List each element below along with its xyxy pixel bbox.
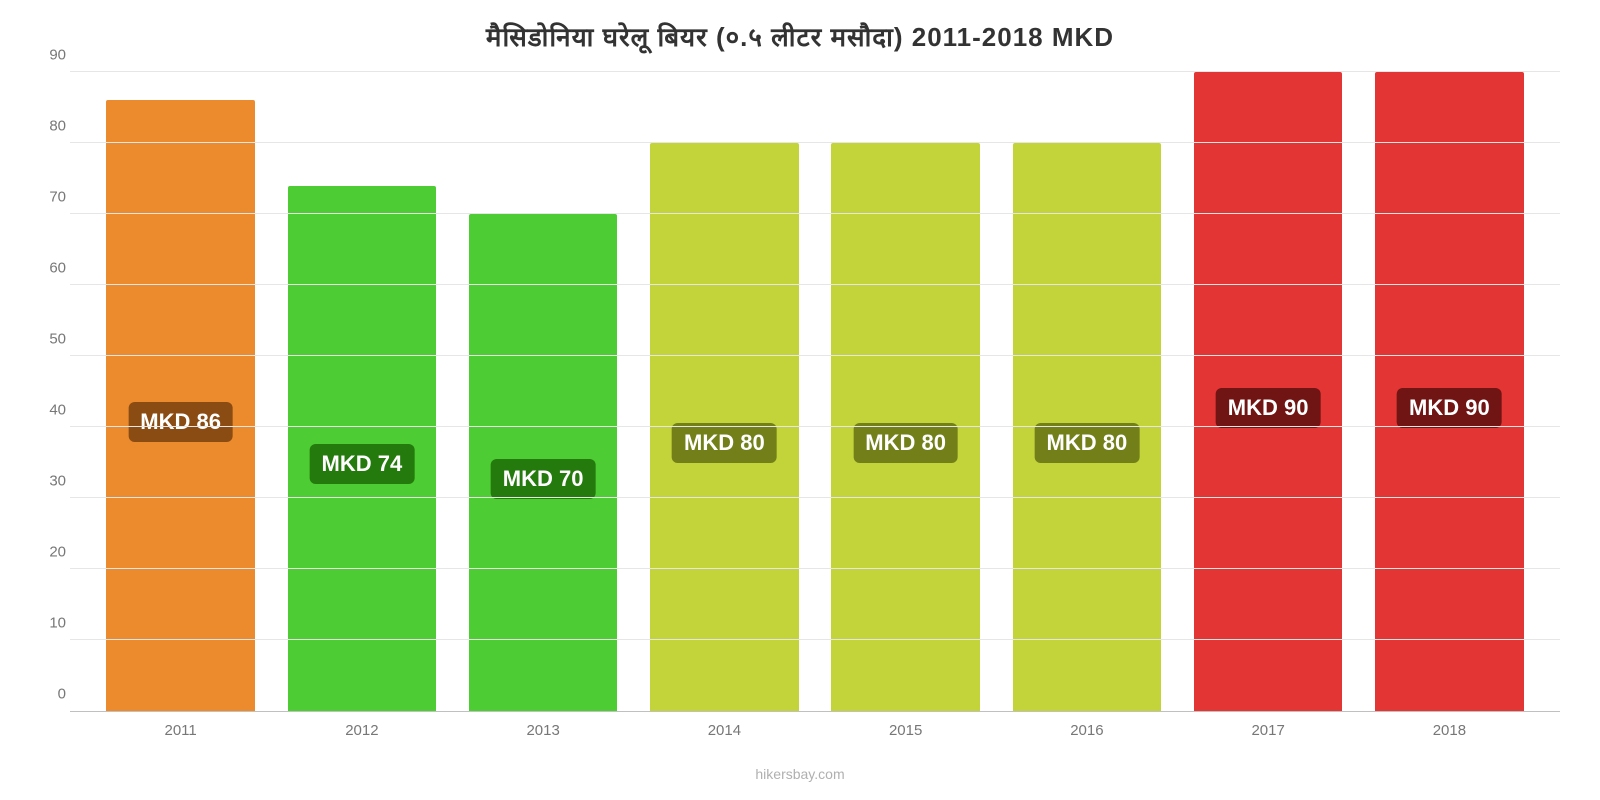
footer-attribution: hikersbay.com (755, 766, 844, 782)
x-tick-label: 2016 (996, 712, 1177, 762)
y-tick-label: 50 (32, 331, 66, 348)
gridline (70, 213, 1560, 214)
x-tick-label: 2013 (453, 712, 634, 762)
bars-group: MKD 86 MKD 74 MKD 70 MKD 80 MKD 80 MKD 80 MKD … (70, 72, 1560, 711)
value-badge: MKD 74 (310, 444, 415, 484)
x-tick-label: 2015 (815, 712, 996, 762)
bar: MKD 90 (1194, 72, 1343, 711)
gridline (70, 142, 1560, 143)
y-tick-label: 80 (32, 118, 66, 135)
gridline (70, 639, 1560, 640)
y-tick-label: 30 (32, 473, 66, 490)
bar-slot: MKD 74 (271, 72, 452, 711)
y-tick-label: 0 (32, 686, 66, 703)
gridline (70, 426, 1560, 427)
gridline (70, 497, 1560, 498)
bar-slot: MKD 90 (1359, 72, 1540, 711)
x-tick-label: 2011 (90, 712, 271, 762)
chart-title: मैसिडोनिया घरेलू बियर (०.५ लीटर मसौदा) 2… (486, 0, 1114, 62)
bar-slot: MKD 80 (996, 72, 1177, 711)
bar-slot: MKD 80 (815, 72, 996, 711)
value-badge: MKD 70 (491, 459, 596, 499)
bar: MKD 74 (288, 186, 437, 711)
value-badge: MKD 86 (128, 402, 233, 442)
chart-container: MKD 86 MKD 74 MKD 70 MKD 80 MKD 80 MKD 80 MKD … (30, 62, 1570, 762)
value-badge: MKD 90 (1397, 388, 1502, 428)
x-tick-label: 2012 (271, 712, 452, 762)
gridline (70, 568, 1560, 569)
bar-slot: MKD 80 (634, 72, 815, 711)
gridline (70, 284, 1560, 285)
bar-slot: MKD 90 (1178, 72, 1359, 711)
bar: MKD 90 (1375, 72, 1524, 711)
x-tick-label: 2018 (1359, 712, 1540, 762)
y-tick-label: 90 (32, 47, 66, 64)
y-tick-label: 40 (32, 402, 66, 419)
x-tick-label: 2017 (1178, 712, 1359, 762)
x-tick-label: 2014 (634, 712, 815, 762)
bar-slot: MKD 70 (453, 72, 634, 711)
gridline (70, 355, 1560, 356)
value-badge: MKD 80 (1035, 423, 1140, 463)
y-tick-label: 70 (32, 189, 66, 206)
y-tick-label: 60 (32, 260, 66, 277)
bar-slot: MKD 86 (90, 72, 271, 711)
value-badge: MKD 80 (672, 423, 777, 463)
y-tick-label: 20 (32, 544, 66, 561)
value-badge: MKD 80 (853, 423, 958, 463)
y-tick-label: 10 (32, 615, 66, 632)
x-axis: 20112012201320142015201620172018 (70, 712, 1560, 762)
gridline (70, 71, 1560, 72)
bar: MKD 70 (469, 214, 618, 711)
value-badge: MKD 90 (1216, 388, 1321, 428)
plot-area: MKD 86 MKD 74 MKD 70 MKD 80 MKD 80 MKD 80 MKD … (70, 72, 1560, 712)
bar: MKD 86 (106, 100, 255, 711)
